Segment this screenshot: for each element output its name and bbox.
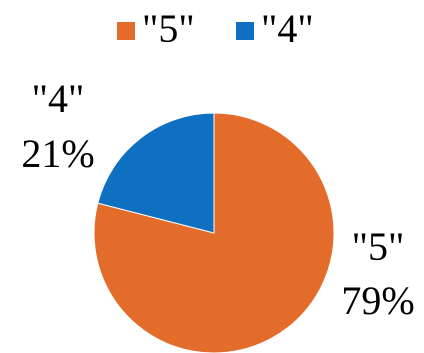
data-label-5: "5"79% — [341, 224, 414, 323]
legend-item-5: "5" — [117, 6, 195, 51]
data-label-percent: 79% — [341, 278, 414, 323]
data-label-category: "4" — [32, 76, 85, 121]
legend-item-4: "4" — [236, 6, 314, 51]
legend-label: "5" — [142, 6, 195, 51]
legend: "5" "4" — [117, 6, 314, 51]
legend-swatch — [117, 22, 135, 40]
data-labels: "5"79%"4"21% — [21, 76, 414, 323]
legend-swatch — [236, 22, 254, 40]
pie-slices — [93, 112, 335, 353]
data-label-4: "4"21% — [21, 76, 94, 176]
data-label-category: "5" — [352, 224, 405, 269]
data-label-percent: 21% — [21, 131, 94, 176]
pie-slice-4 — [97, 112, 215, 234]
legend-label: "4" — [261, 6, 314, 51]
